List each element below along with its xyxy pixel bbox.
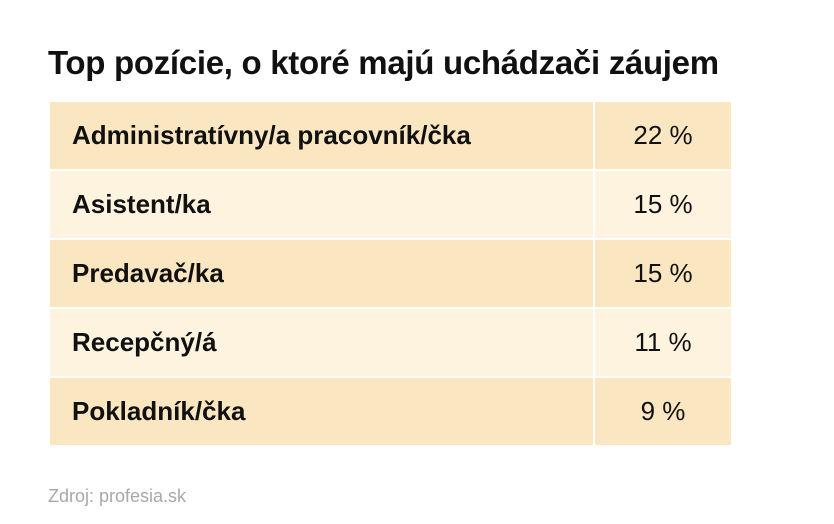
source: Zdroj: profesia.sk [48,486,187,506]
share-cell: 15 % [595,240,731,307]
position-cell: Asistent/ka [50,171,593,238]
position-cell: Pokladník/čka [50,378,593,445]
position-cell: Administratívny/a pracovník/čka [50,102,593,169]
table-row: Predavač/ka 15 % [50,240,731,307]
position-cell: Recepčný/á [50,309,593,376]
share-cell: 11 % [595,309,731,376]
title: Top pozície, o ktoré majú uchádzači záuj… [48,44,719,81]
table-row: Pokladník/čka 9 % [50,378,731,445]
table: Administratívny/a pracovník/čka 22 % Asist… [50,102,731,447]
share-cell: 22 % [595,102,731,169]
share-cell: 15 % [595,171,731,238]
share-cell: 9 % [595,378,731,445]
table-row: Asistent/ka 15 % [50,171,731,238]
position-cell: Predavač/ka [50,240,593,307]
table-row: Administratívny/a pracovník/čka 22 % [50,102,731,169]
table-row: Recepčný/á 11 % [50,309,731,376]
